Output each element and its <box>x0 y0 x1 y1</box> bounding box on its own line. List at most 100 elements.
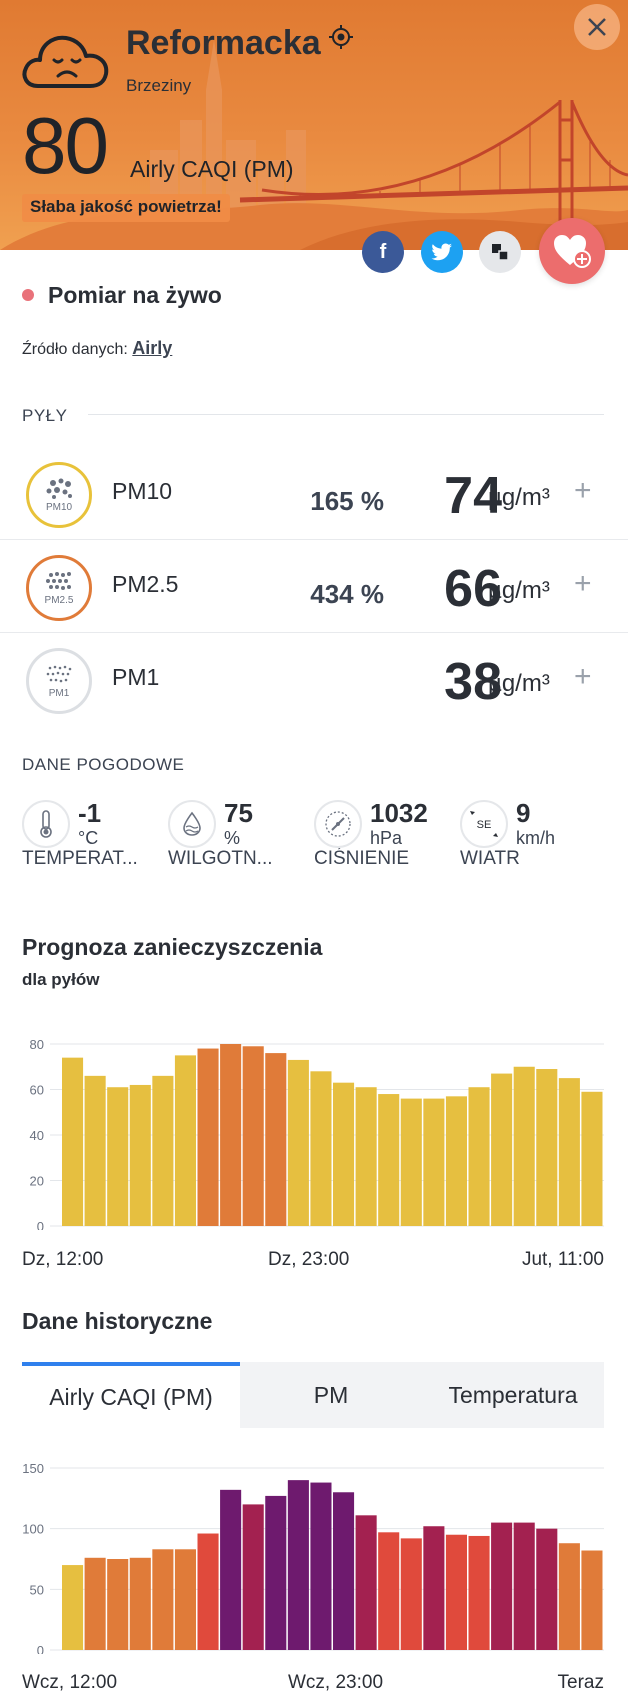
humidity-icon <box>168 800 216 848</box>
pollutant-unit: µg/m³ <box>488 670 550 697</box>
history-bar[interactable] <box>378 1532 400 1650</box>
other-share-button[interactable] <box>479 231 521 273</box>
history-bar-chart: 0 50 100 150 <box>22 1461 604 1654</box>
location-title: Reformacka <box>126 24 321 62</box>
tab-pm[interactable]: PM <box>240 1362 422 1428</box>
history-bar[interactable] <box>310 1482 332 1650</box>
history-bar[interactable] <box>197 1533 219 1650</box>
history-bar[interactable] <box>333 1492 355 1650</box>
history-bar[interactable] <box>491 1522 513 1650</box>
pollutant-value: 38 <box>444 653 502 711</box>
weather-section-title: DANE POGODOWE <box>22 755 185 774</box>
pollutant-row-pm25[interactable]: PM2.5 PM2.5 434 % 66 µg/m³ + <box>0 541 628 633</box>
history-bar[interactable] <box>84 1557 106 1650</box>
forecast-bar[interactable] <box>423 1098 445 1226</box>
forecast-bar[interactable] <box>152 1075 174 1226</box>
forecast-bar[interactable] <box>84 1075 106 1226</box>
forecast-bar[interactable] <box>287 1059 309 1226</box>
pollutants-section-title: PYŁY <box>22 406 68 425</box>
forecast-bar[interactable] <box>400 1098 422 1226</box>
wind-direction-icon: SE <box>460 800 508 848</box>
pressure-gauge-icon <box>314 800 362 848</box>
forecast-bar[interactable] <box>62 1057 84 1226</box>
history-y-tick: 100 <box>22 1522 44 1537</box>
weather-label: CIŚNIENIE <box>314 848 410 869</box>
weather-item-temperature[interactable]: -1 °C TEMPERAT... <box>22 798 162 888</box>
forecast-title: Prognoza zanieczyszczenia <box>22 934 323 960</box>
location-subtitle: Brzeziny <box>126 76 192 95</box>
history-bar[interactable] <box>513 1522 535 1650</box>
history-bar[interactable] <box>242 1504 264 1650</box>
history-bar[interactable] <box>220 1489 242 1650</box>
weather-item-wind[interactable]: SE 9 km/h WIATR <box>460 798 600 888</box>
air-quality-warning: Słaba jakość powietrza! <box>22 194 230 222</box>
history-bar[interactable] <box>107 1559 129 1650</box>
pollutant-row-pm10[interactable]: PM10 PM10 165 % 74 µg/m³ + <box>0 448 628 540</box>
forecast-bar[interactable] <box>333 1082 355 1226</box>
forecast-bar[interactable] <box>220 1044 242 1226</box>
pollutant-row-pm1[interactable]: PM1 PM1 38 µg/m³ + <box>0 634 628 726</box>
twitter-share-button[interactable] <box>421 231 463 273</box>
history-bar[interactable] <box>129 1557 151 1650</box>
expand-plus-icon[interactable]: + <box>574 660 592 693</box>
history-bar[interactable] <box>468 1535 490 1650</box>
close-button[interactable] <box>574 4 620 50</box>
pm25-badge-label: PM2.5 <box>44 594 74 606</box>
weather-value: 9 <box>516 798 531 828</box>
forecast-bar[interactable] <box>468 1087 490 1226</box>
forecast-bar[interactable] <box>378 1094 400 1226</box>
history-bar[interactable] <box>581 1550 603 1650</box>
locate-icon[interactable] <box>328 24 354 50</box>
tab-temperature[interactable]: Temperatura <box>422 1362 604 1428</box>
history-x-label-start: Wcz, 12:00 <box>22 1672 118 1693</box>
weather-item-pressure[interactable]: 1032 hPa CIŚNIENIE <box>314 798 454 888</box>
weather-value: 1032 <box>370 798 428 828</box>
history-bar[interactable] <box>152 1549 174 1650</box>
tab-airly-caqi[interactable]: Airly CAQI (PM) <box>22 1362 240 1428</box>
forecast-bar[interactable] <box>174 1055 196 1226</box>
forecast-bar[interactable] <box>197 1048 219 1226</box>
section-divider <box>88 414 604 415</box>
forecast-bar[interactable] <box>242 1046 264 1226</box>
thermometer-icon <box>22 800 70 848</box>
forecast-bar[interactable] <box>310 1071 332 1226</box>
history-bar[interactable] <box>423 1526 445 1650</box>
history-bar[interactable] <box>287 1480 309 1650</box>
forecast-y-tick: 20 <box>30 1174 44 1189</box>
forecast-bar[interactable] <box>445 1096 467 1226</box>
history-bar[interactable] <box>265 1495 287 1650</box>
expand-plus-icon[interactable]: + <box>574 567 592 600</box>
data-source: Źródło danych: Airly <box>22 338 172 359</box>
forecast-subtitle: dla pyłów <box>22 970 100 989</box>
facebook-share-button[interactable]: f <box>362 231 404 273</box>
aqi-index-label: Airly CAQI (PM) <box>130 156 294 182</box>
forecast-bar[interactable] <box>558 1078 580 1226</box>
forecast-bar[interactable] <box>355 1087 377 1226</box>
history-bar[interactable] <box>445 1534 467 1650</box>
data-source-link[interactable]: Airly <box>132 338 173 358</box>
pollutant-name: PM1 <box>112 664 160 690</box>
particles-icon <box>46 571 71 590</box>
forecast-x-label-mid: Dz, 23:00 <box>268 1249 350 1270</box>
forecast-bar[interactable] <box>265 1053 287 1226</box>
particles-icon <box>46 478 72 499</box>
forecast-bar[interactable] <box>536 1069 558 1226</box>
history-bar[interactable] <box>558 1543 580 1650</box>
history-bar[interactable] <box>62 1565 84 1650</box>
history-bar[interactable] <box>400 1538 422 1650</box>
forecast-bar[interactable] <box>513 1066 535 1226</box>
history-bar[interactable] <box>355 1515 377 1650</box>
add-favorite-button[interactable] <box>539 218 605 284</box>
forecast-bar[interactable] <box>491 1073 513 1226</box>
weather-unit: % <box>224 828 241 848</box>
weather-item-humidity[interactable]: 75 % WILGOTN... <box>168 798 308 888</box>
weather-label: WIATR <box>460 848 520 869</box>
weather-unit: km/h <box>516 828 556 848</box>
expand-plus-icon[interactable]: + <box>574 474 592 507</box>
forecast-bar[interactable] <box>107 1087 129 1226</box>
forecast-bar[interactable] <box>581 1091 603 1226</box>
history-bar[interactable] <box>174 1549 196 1650</box>
forecast-bar[interactable] <box>129 1084 151 1226</box>
weather-label: WILGOTN... <box>168 848 273 869</box>
history-bar[interactable] <box>536 1528 558 1650</box>
